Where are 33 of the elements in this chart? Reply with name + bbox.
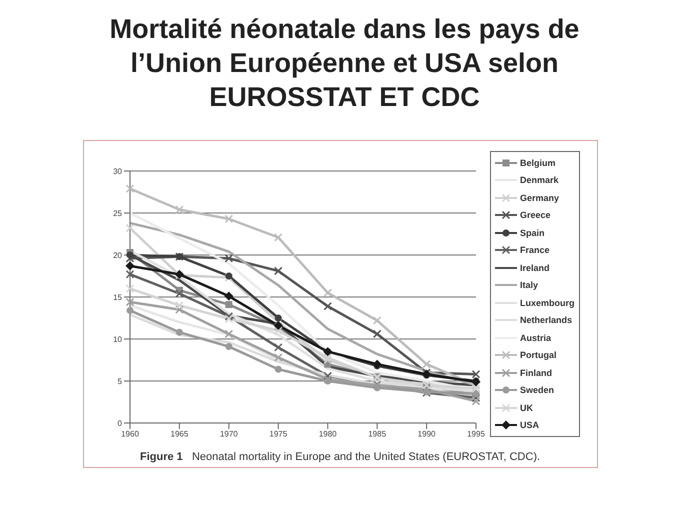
legend-label: Netherlands	[520, 315, 572, 326]
y-tick-label: 10	[113, 334, 123, 344]
legend-label: Finland	[520, 368, 552, 378]
legend-label: Greece	[520, 210, 551, 220]
legend-label: Sweden	[520, 385, 554, 396]
x-tick-label: 1995	[467, 430, 486, 439]
y-tick-label: 20	[113, 250, 123, 260]
caption: Figure 1 Neonatal mortality in Europe and the United States (EUROSTAT, CDC).	[140, 451, 542, 463]
legend-label: Belgium	[520, 158, 556, 168]
x-tick-label: 1970	[220, 430, 238, 439]
x-tick-label: 1960	[121, 430, 140, 439]
legend-label: Luxembourg	[520, 298, 575, 308]
legend-label: USA	[520, 420, 540, 430]
x-tick-label: 1985	[368, 430, 387, 439]
legend-label: Germany	[520, 192, 560, 203]
y-tick-label: 25	[113, 208, 123, 218]
legend-label: Ireland	[520, 262, 550, 273]
x-tick-label: 1975	[269, 430, 288, 439]
y-tick-label: 0	[118, 418, 123, 428]
x-tick-label: 1980	[318, 430, 338, 439]
legend-label: UK	[520, 402, 533, 413]
x-tick-label: 1990	[418, 430, 436, 439]
legend-label: Denmark	[520, 175, 559, 186]
legend-label: Spain	[520, 228, 545, 238]
legend-label: Italy	[520, 280, 538, 290]
chart-title: Mortalité néonatale dans les pays de l’Union Européenne et USA selon EUROSSTAT ET CDC	[108, 13, 580, 114]
legend-label: Austria	[520, 332, 552, 343]
x-tick-label: 1965	[170, 430, 189, 439]
legend-label: Portugal	[520, 350, 557, 360]
legend-label: France	[520, 245, 550, 256]
y-tick-label: 15	[113, 292, 123, 302]
y-tick-label: 5	[118, 376, 123, 386]
y-tick-label: 30	[113, 166, 123, 176]
